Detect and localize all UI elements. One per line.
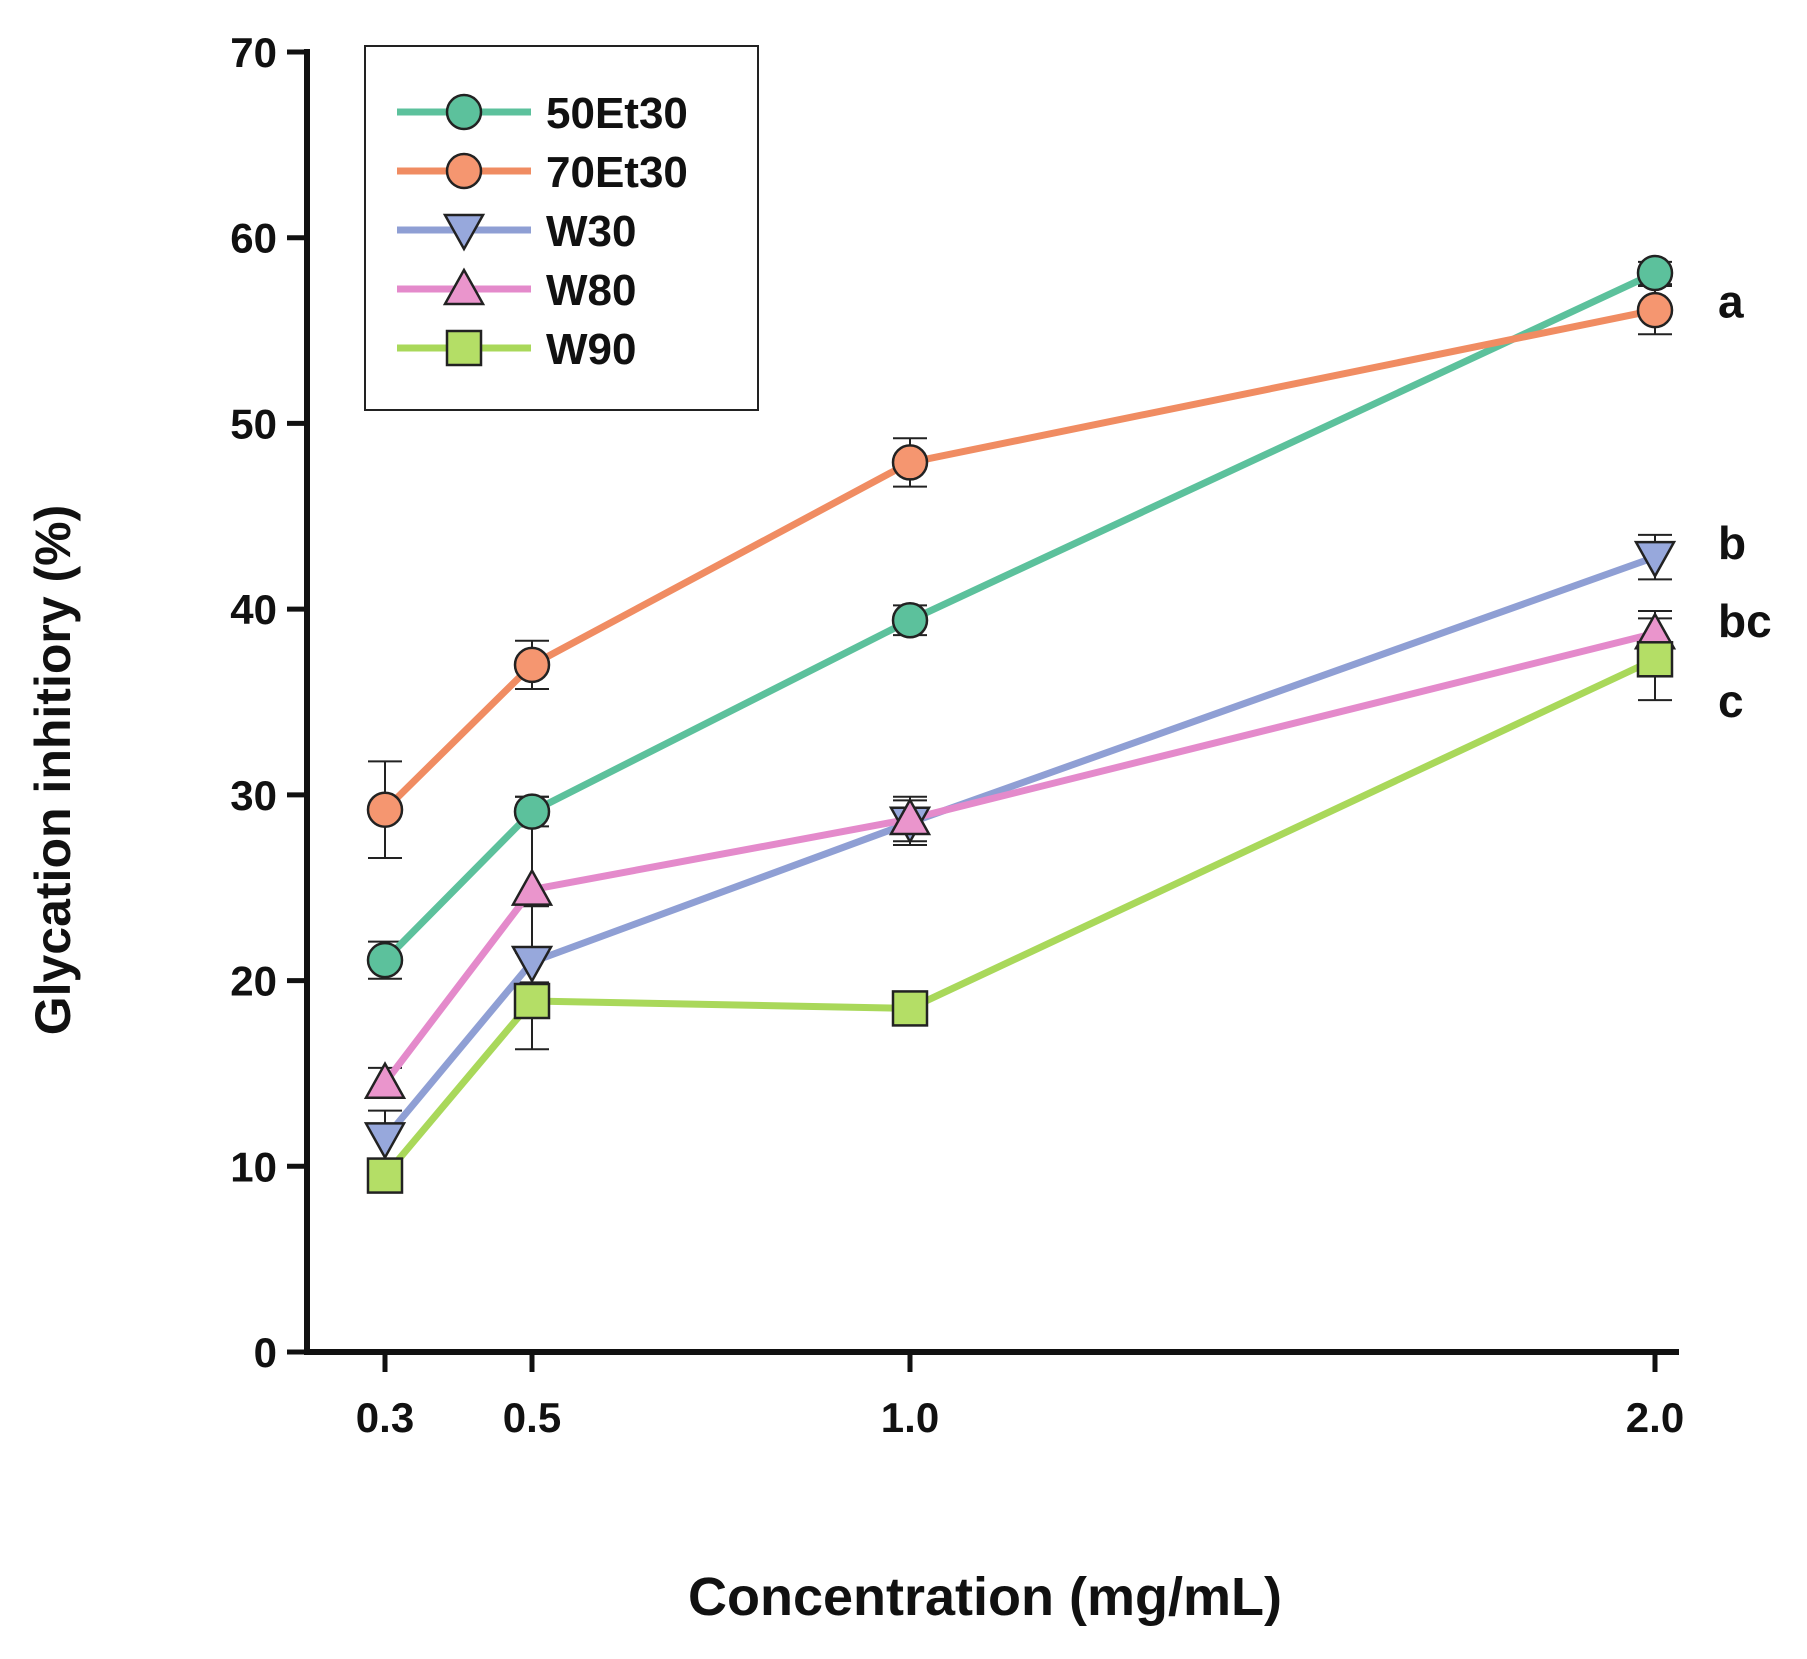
x-tick-label: 0.5: [503, 1394, 561, 1441]
x-tick-label: 1.0: [881, 1394, 939, 1441]
annotation-letter: bc: [1718, 595, 1772, 647]
legend-marker: [445, 93, 483, 131]
data-point: [891, 444, 929, 481]
data-point: [1636, 291, 1674, 329]
series-line: [382, 553, 1657, 1141]
y-tick-label: 20: [230, 958, 277, 1005]
series-line: [382, 656, 1657, 1178]
y-axis-ticks: 0 10 20 30 40 50 60 70: [230, 29, 307, 1376]
significance-letters: a b bc c: [1718, 276, 1772, 727]
axes: 0 10 20 30 40 50 60 70 0.3 0.5 1.0 2.0: [230, 29, 1684, 1441]
data-point: [366, 941, 404, 979]
series-line: [382, 306, 1656, 813]
legend-marker: [442, 267, 486, 306]
x-axis-title: Concentration (mg/mL): [688, 1567, 1282, 1627]
data-point: [1636, 641, 1674, 678]
data-point: [1633, 540, 1677, 579]
y-tick-label: 50: [230, 400, 277, 447]
legend-label: W80: [546, 266, 636, 315]
y-tick-label: 30: [230, 772, 277, 819]
legend-marker: [442, 213, 486, 252]
data-point: [513, 646, 551, 684]
data-point: [891, 990, 929, 1027]
data-point: [510, 868, 554, 906]
data-point: [1636, 254, 1674, 292]
legend-label: 70Et30: [546, 148, 688, 197]
data-point: [888, 797, 932, 836]
data-markers: [363, 254, 1677, 1194]
legend-items: 50Et30 70Et30 W30 W80 W90: [397, 89, 688, 374]
x-tick-label: 2.0: [1626, 1394, 1684, 1441]
legend-label: 50Et30: [546, 89, 688, 138]
data-point: [510, 945, 554, 984]
y-tick-label: 70: [230, 29, 277, 76]
data-point: [513, 982, 551, 1020]
y-axis-title: Glycation inhitiory (%): [25, 505, 81, 1036]
y-tick-label: 40: [230, 586, 277, 633]
legend-marker: [445, 329, 483, 367]
data-point: [366, 791, 404, 828]
annotation-letter: a: [1718, 276, 1744, 328]
data-point: [513, 793, 551, 830]
data-point: [891, 602, 929, 639]
data-point: [363, 1061, 407, 1099]
annotation-letter: c: [1718, 675, 1744, 727]
y-tick-label: 10: [230, 1143, 277, 1190]
y-tick-label: 0: [254, 1329, 277, 1376]
series-lines: [382, 269, 1657, 1178]
legend: 50Et30 70Et30 W30 W80 W90: [364, 45, 759, 411]
y-tick-label: 60: [230, 215, 277, 262]
legend-label: W30: [546, 207, 636, 256]
legend-label: W90: [546, 325, 636, 374]
series-line: [382, 629, 1656, 1085]
series-line: [382, 269, 1657, 963]
data-point: [366, 1157, 404, 1194]
annotation-letter: b: [1718, 517, 1746, 569]
x-axis-ticks: 0.3 0.5 1.0 2.0: [356, 1352, 1684, 1441]
data-point: [363, 1122, 407, 1160]
legend-marker: [445, 152, 483, 190]
x-tick-label: 0.3: [356, 1394, 414, 1441]
